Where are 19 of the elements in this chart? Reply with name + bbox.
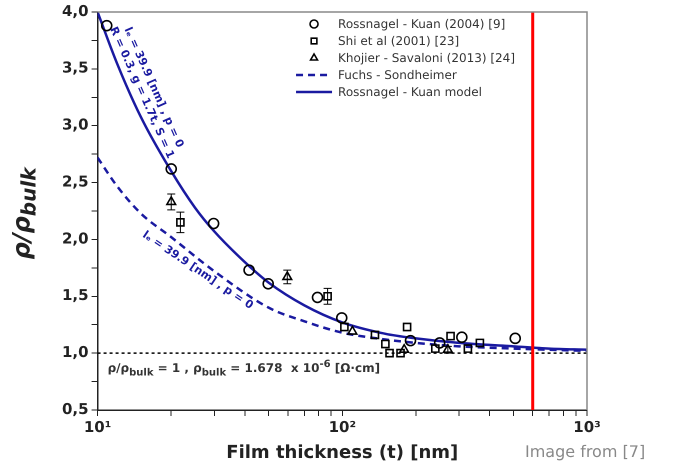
x-axis-title: Film thickness (t) [nm] [225, 442, 460, 463]
y-tick-label: 4,0 [62, 2, 89, 20]
y-tick-label: 2,0 [62, 229, 89, 248]
legend-label: Rossnagel - Kuan (2004) [9] [338, 17, 506, 32]
x-tick-label: 10³ [573, 418, 601, 436]
y-tick-label: 3,0 [62, 116, 89, 134]
text: Image from [7] [525, 442, 646, 462]
y-tick-label: 1,0 [62, 343, 89, 362]
ref-line-label: ρ/ρ$_{bulk}$ = 1 , ρ$_{bulk}$ = 1.678 x 10$^{-6}$ [Ω·cm] [108, 359, 380, 379]
y-tick-label: 0,5 [62, 400, 89, 418]
y-tick-label: 2,5 [62, 172, 89, 190]
legend-label: Shi et al (2001) [23] [338, 34, 460, 48]
x-tick-label: 10¹ [84, 418, 112, 436]
legend-label: Rossnagel - Kuan model [338, 85, 482, 100]
legend-label: Fuchs - Sondheimer [338, 68, 457, 82]
y-tick-label: 1,5 [62, 286, 89, 304]
x-tick-label: 10² [328, 418, 356, 436]
y-tick-label: 3,5 [62, 58, 89, 77]
legend-label: Khojier - Savaloni (2013) [24] [338, 51, 516, 66]
